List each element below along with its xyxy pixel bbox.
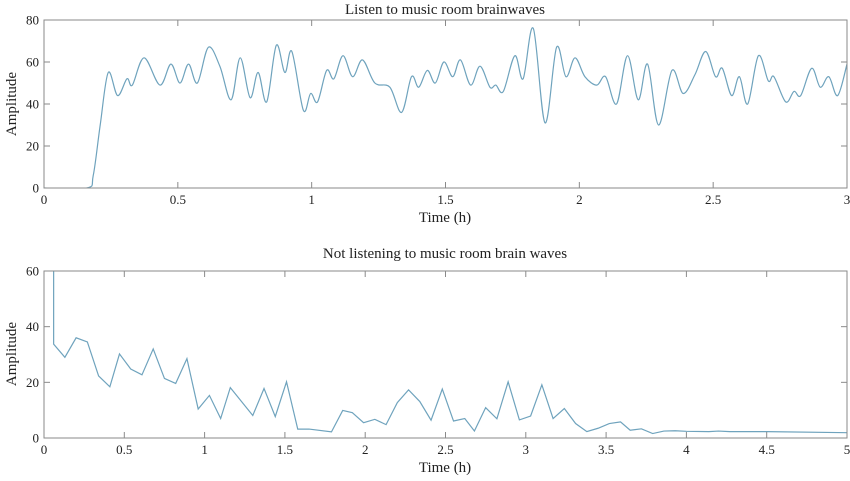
- y-tick-label: 0: [33, 181, 40, 196]
- x-tick-label: 2: [576, 192, 583, 207]
- x-tick-label: 3: [844, 192, 850, 207]
- axes-box: [43, 270, 848, 439]
- x-tick-label: 4.5: [759, 442, 775, 457]
- chart-title: Not listening to music room brain waves: [323, 246, 567, 262]
- y-tick-label: 20: [26, 139, 39, 154]
- x-tick-label: 5: [844, 442, 850, 457]
- x-tick-label: 3: [523, 442, 530, 457]
- x-tick-label: 2.5: [437, 442, 453, 457]
- x-tick-label: 1.5: [437, 192, 453, 207]
- y-tick-label: 60: [26, 55, 39, 70]
- y-axis-label: Amplitude: [4, 72, 20, 137]
- y-tick-label: 80: [26, 13, 39, 28]
- x-tick-label: 0.5: [170, 192, 186, 207]
- x-tick-label: 2: [362, 442, 369, 457]
- y-tick-label: 40: [26, 97, 39, 112]
- chart-title: Listen to music room brainwaves: [345, 2, 545, 18]
- x-tick-label: 0: [41, 442, 48, 457]
- x-tick-label: 2.5: [705, 192, 721, 207]
- y-tick-label: 40: [26, 319, 39, 334]
- data-series-line: [44, 27, 847, 188]
- x-axis-label: Time (h): [419, 210, 471, 226]
- x-tick-label: 0.5: [116, 442, 132, 457]
- data-series-line: [53, 271, 847, 435]
- x-tick-label: 1.5: [277, 442, 293, 457]
- y-tick-label: 60: [26, 264, 39, 279]
- x-axis-label: Time (h): [419, 460, 471, 476]
- x-tick-label: 1: [308, 192, 315, 207]
- y-axis-label: Amplitude: [4, 322, 20, 387]
- chart-panel-listening: Listen to music room brainwaves Time (h)…: [4, 2, 850, 226]
- y-tick-label: 0: [33, 431, 40, 446]
- y-tick-label: 20: [26, 375, 39, 390]
- x-tick-label: 4: [683, 442, 690, 457]
- x-tick-label: 3.5: [598, 442, 614, 457]
- x-tick-label: 0: [41, 192, 48, 207]
- chart-panel-not-listening: Not listening to music room brain waves …: [4, 246, 850, 476]
- axes-box: [43, 19, 848, 189]
- x-tick-label: 1: [201, 442, 208, 457]
